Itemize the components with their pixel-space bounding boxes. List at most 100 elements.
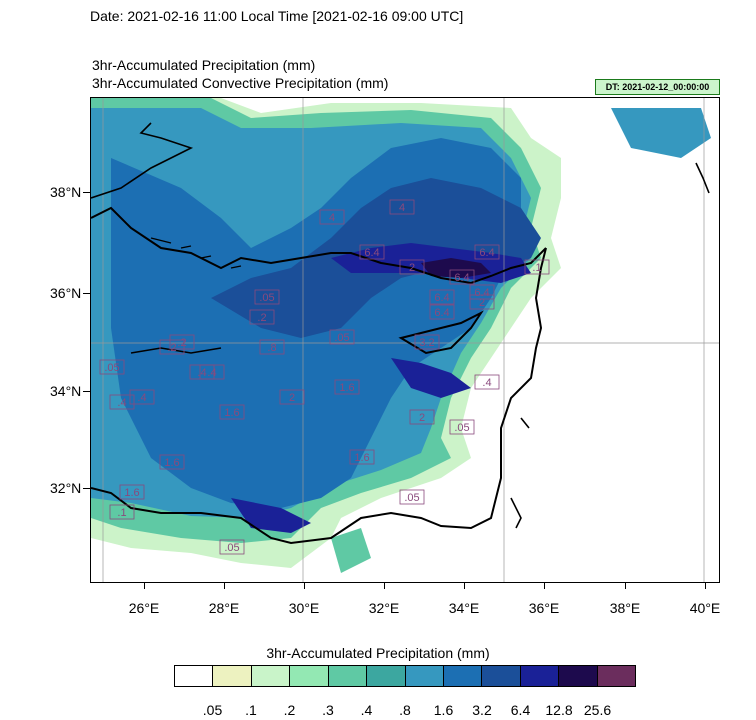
colorbar-swatch — [482, 666, 521, 686]
precip-field-extreme — [421, 258, 491, 278]
contour-label: .4 — [137, 392, 146, 404]
contour-label-box — [159, 454, 185, 470]
contour-label-box — [319, 209, 345, 225]
precip-field-blob-ne — [611, 108, 711, 158]
contour-label: .05 — [224, 542, 239, 554]
contour-label-box — [334, 379, 360, 395]
colorbar-swatch — [367, 666, 406, 686]
contour-label-box — [129, 389, 155, 405]
contour-label: .05 — [334, 332, 349, 344]
precipitation-map: .05.05.05.05.2.2.4.4.81.61.61.61.61.6.13… — [91, 98, 719, 582]
contour-label-box — [474, 374, 500, 390]
lon-label: 32°E — [368, 600, 400, 616]
contour-label-box — [329, 329, 355, 345]
contour-label-box — [524, 259, 550, 275]
contour-label: 2 — [409, 262, 415, 274]
colorbar-swatch — [213, 666, 252, 686]
dt-badge: DT: 2021-02-12_00:00:00 — [595, 79, 720, 95]
contour-label: 6.4 — [434, 292, 449, 304]
lon-tick — [384, 582, 385, 589]
colorbar-label: .2 — [283, 702, 296, 718]
date-line: Date: 2021-02-16 11:00 Local Time [2021-… — [90, 8, 464, 24]
contour-label: 1.6 — [339, 382, 354, 394]
lat-tick — [83, 192, 90, 193]
contour-label: .8 — [267, 342, 276, 354]
contour-label: .05 — [104, 362, 119, 374]
colorbar-label: 6.4 — [510, 702, 531, 718]
precip-field-blob-s — [331, 528, 371, 573]
lat-label: 34°N — [50, 383, 82, 399]
lon-label: 40°E — [689, 600, 721, 616]
contour-label-box — [219, 404, 245, 420]
contour-label: 6.4 — [434, 307, 449, 319]
lat-tick — [83, 391, 90, 392]
contour-label: 6.4 — [454, 272, 469, 284]
coastline-dodecanese — [150, 237, 242, 269]
lat-label: 36°N — [50, 285, 82, 301]
contour-label-box — [469, 284, 495, 300]
contour-label-box — [254, 289, 280, 305]
contour-label: .4 — [117, 397, 126, 409]
contour-label-box — [429, 289, 455, 305]
contour-label-box — [449, 419, 475, 435]
contour-label-box — [399, 489, 425, 505]
lat-tick — [83, 293, 90, 294]
contour-label-box — [99, 359, 125, 375]
precip-field-heavy-2 — [391, 358, 471, 398]
contour-label: .05 — [454, 422, 469, 434]
lon-tick — [544, 582, 545, 589]
contour-label: 2 — [419, 412, 425, 424]
contour-label-box — [109, 504, 135, 520]
contour-label: .05 — [259, 292, 274, 304]
contour-label: 1.6 — [224, 407, 239, 419]
contour-label-box — [449, 269, 475, 285]
contour-label: .1 — [117, 507, 126, 519]
lon-tick — [304, 582, 305, 589]
colorbar-label: .8 — [399, 702, 411, 718]
lon-tick — [464, 582, 465, 589]
colorbar-label: 25.6 — [583, 702, 612, 718]
colorbar-swatch — [328, 666, 368, 686]
map-panel: .05.05.05.05.2.2.4.4.8 1.6 1.6 1.6 1.6 1.6.1 3… — [90, 97, 720, 583]
contour-label: 6.4 — [474, 287, 489, 299]
colorbar-title: 3hr-Accumulated Precipitation (mm) — [266, 645, 490, 661]
contour-label: .4 — [482, 377, 491, 389]
colorbar-label: .4 — [360, 702, 373, 718]
colorbar-swatch — [520, 666, 560, 686]
colorbar-label: 12.8 — [545, 702, 573, 718]
coastline-cyprus — [398, 310, 484, 355]
coastline-east — [510, 162, 710, 529]
lat-tick — [83, 488, 90, 489]
contour-label: 4 — [329, 212, 335, 224]
lon-label: 36°E — [528, 600, 560, 616]
contour-label: 1.6 — [164, 457, 179, 469]
contour-label-box — [119, 484, 145, 500]
contour-label: .2 — [167, 342, 176, 354]
colorbar-swatch — [405, 666, 444, 686]
contour-label-box — [249, 309, 275, 325]
colorbar-swatch — [559, 666, 598, 686]
contour-label: 2 — [289, 392, 295, 404]
colorbar-label: .05 — [202, 702, 223, 718]
contour-label: .2 — [177, 337, 186, 349]
contour-label-box — [219, 539, 245, 555]
contour-label: 6.4 — [364, 247, 379, 259]
precipitation-title: 3hr-Accumulated Precipitation (mm) — [92, 57, 316, 73]
colorbar-swatch — [290, 666, 329, 686]
contour-label-box — [469, 294, 495, 310]
lon-label: 28°E — [208, 600, 240, 616]
contour-label: .4 — [207, 367, 216, 379]
contour-label-box — [429, 304, 455, 320]
lon-tick — [705, 582, 706, 589]
lat-label: 32°N — [50, 480, 82, 496]
contour-label: 1.6 — [124, 487, 139, 499]
contour-label-box — [414, 334, 440, 350]
coastline-africa — [91, 247, 547, 545]
contour-label-box — [259, 339, 285, 355]
colorbar-label: .1 — [245, 702, 257, 718]
coastline-aegean — [91, 122, 194, 199]
colorbar-label: 1.6 — [433, 702, 454, 718]
lon-label: 30°E — [288, 600, 320, 616]
contour-label: .4 — [197, 367, 206, 379]
lon-tick — [144, 582, 145, 589]
